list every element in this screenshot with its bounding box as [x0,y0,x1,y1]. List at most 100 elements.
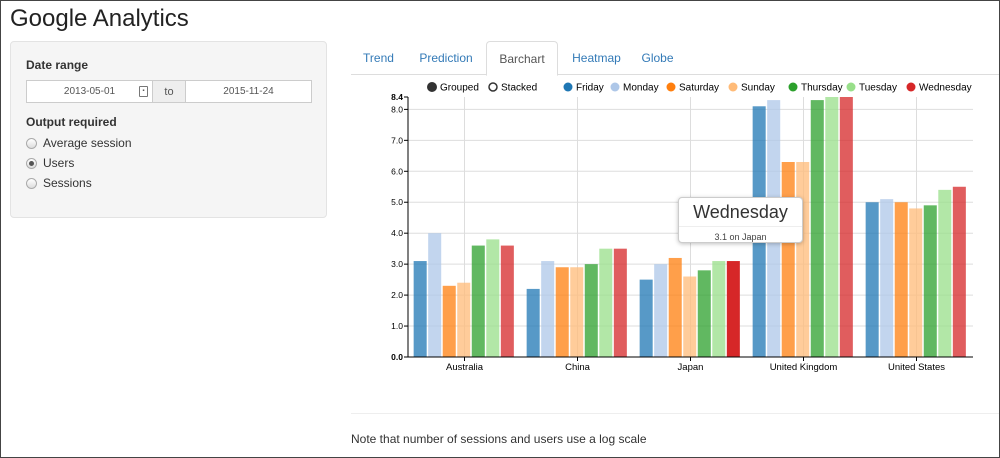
bar[interactable] [923,205,937,357]
bar[interactable] [428,233,442,357]
radio-circle-checked[interactable] [26,157,37,169]
legend-swatch[interactable] [728,82,738,92]
bar[interactable] [541,261,555,357]
y-tick-label: 8.0 [391,104,403,114]
tab-heatmap[interactable]: Heatmap [572,51,621,65]
y-tick-label: 5.0 [391,197,403,207]
bar[interactable] [471,245,485,357]
start-date-value: 2013-05-01 [63,86,116,97]
bar[interactable] [952,186,966,357]
bar[interactable] [555,267,569,357]
tooltip-divider [679,226,802,227]
stacked-label: Stacked [501,83,537,94]
start-date-input[interactable]: 2013-05-01 ▪ [26,80,153,103]
bar[interactable] [839,97,853,357]
bar[interactable] [457,282,471,357]
x-tick-label: United States [888,362,945,373]
radio-average-session[interactable]: Average session [26,136,132,150]
bar[interactable] [526,288,540,357]
y-tick-label: 0.0 [391,352,403,362]
chart-tooltip: Wednesday 3.1 on Japan [678,197,803,243]
end-date-input[interactable]: 2015-11-24 [185,80,312,103]
bar[interactable] [584,264,598,357]
stacked-toggle[interactable] [488,82,498,92]
bar[interactable] [796,162,810,357]
bar[interactable] [413,261,427,357]
x-tick-label: United Kingdom [770,362,838,373]
radio-label: Sessions [43,176,92,190]
bar[interactable] [810,100,824,357]
bar[interactable] [599,248,613,357]
bar[interactable] [500,245,514,357]
legend-swatch[interactable] [563,82,573,92]
log-scale-note: Note that number of sessions and users u… [351,432,647,446]
tab-globe[interactable]: Globe [641,51,674,65]
y-tick-label: 4.0 [391,228,403,238]
barchart: Grouped Stacked Friday Monday Saturday Sunday… [391,82,973,373]
calendar-icon: ▪ [139,86,148,97]
legend-label: Tuesday [859,83,897,94]
app-title: Google Analytics [10,5,189,32]
divider [351,413,999,414]
legend-swatch[interactable] [846,82,856,92]
sidebar-panel: Date range 2013-05-01 ▪ to 2015-11-24 Ou… [10,41,327,218]
x-tick-label: China [565,362,591,373]
bar[interactable] [909,208,923,357]
bar[interactable] [697,270,711,357]
bar[interactable] [683,276,697,357]
date-to-addon: to [153,80,185,103]
y-tick-label: 8.4 [391,92,403,102]
y-tick-label: 3.0 [391,259,403,269]
bar[interactable] [865,202,879,357]
legend-label: Sunday [741,83,775,94]
legend-label: Friday [576,83,604,94]
legend-label: Saturday [679,83,719,94]
legend-label: Monday [623,83,659,94]
bar[interactable] [654,264,668,357]
y-tick-label: 1.0 [391,321,403,331]
bar[interactable] [825,97,839,357]
radio-label: Users [43,156,75,170]
bar[interactable] [639,279,653,357]
y-tick-label: 6.0 [391,166,403,176]
y-tick-label: 2.0 [391,290,403,300]
legend-swatch[interactable] [788,82,798,92]
output-required-label: Output required [26,115,117,129]
legend-swatch[interactable] [906,82,916,92]
legend-label: Thursday [801,83,843,94]
bar[interactable] [486,239,500,357]
tooltip-title: Wednesday [693,202,788,222]
legend-swatch[interactable] [666,82,676,92]
date-range-input: 2013-05-01 ▪ to 2015-11-24 [26,80,312,103]
bar[interactable] [781,162,795,357]
tab-bar: Trend Prediction Barchart Heatmap Globe [351,41,999,76]
y-tick-label: 7.0 [391,135,403,145]
x-tick-label: Japan [678,362,704,373]
tab-barchart[interactable]: Barchart [486,41,558,76]
grouped-label: Grouped [440,83,479,94]
bar[interactable] [880,199,894,357]
bar[interactable] [726,261,740,357]
bar[interactable] [938,189,952,357]
grouped-toggle[interactable] [427,82,437,92]
tab-trend[interactable]: Trend [363,51,394,65]
tooltip-body: 3.1 on Japan [714,232,767,242]
barchart-container: Grouped Stacked Friday Monday Saturday Sunday… [351,75,999,385]
radio-users[interactable]: Users [26,156,74,170]
bar[interactable] [668,257,682,357]
bar[interactable] [613,248,627,357]
bar[interactable] [442,285,456,357]
radio-sessions[interactable]: Sessions [26,176,92,190]
tab-prediction[interactable]: Prediction [419,51,473,65]
x-tick-label: Australia [446,362,484,373]
radio-circle[interactable] [26,177,37,189]
legend-label: Wednesday [919,83,972,94]
bar[interactable] [894,202,908,357]
date-range-label: Date range [26,58,89,72]
bar[interactable] [712,261,726,357]
radio-circle[interactable] [26,137,37,149]
bar[interactable] [570,267,584,357]
legend-swatch[interactable] [610,82,620,92]
radio-label: Average session [43,136,132,150]
end-date-value: 2015-11-24 [223,86,274,97]
